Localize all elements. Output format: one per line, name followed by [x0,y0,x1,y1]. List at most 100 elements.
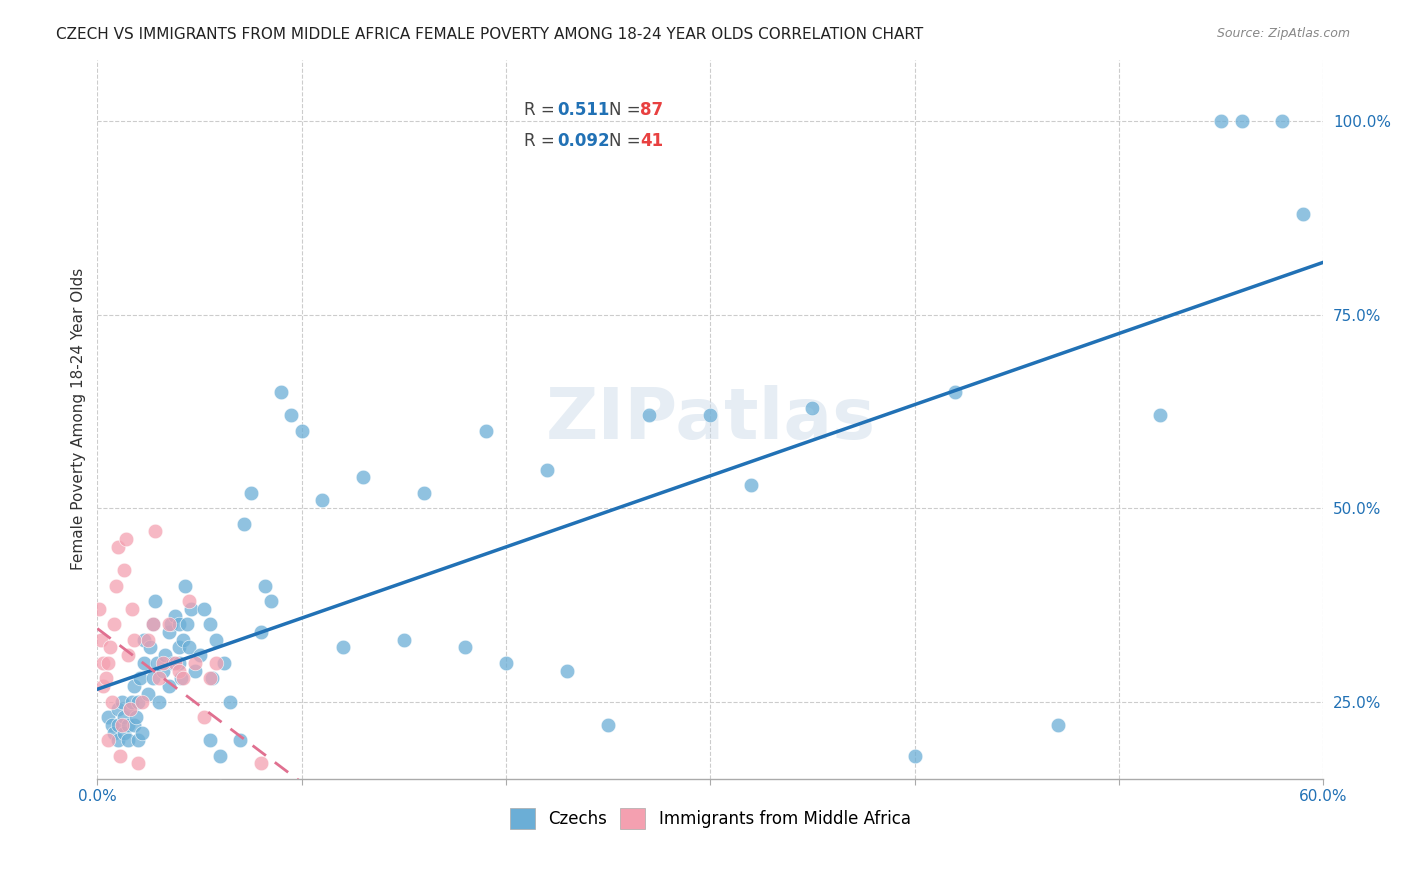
Point [134,632,156,647]
Point [172,672,194,686]
Point [352,470,374,484]
Point [555,664,578,678]
Text: R =: R = [524,102,560,120]
Point [180,601,202,615]
Point [163,609,186,624]
Point [127,756,149,771]
Text: N =: N = [609,102,645,120]
Point [121,695,143,709]
Point [157,679,180,693]
Point [131,725,153,739]
Point [179,640,201,655]
Text: N =: N = [609,131,645,150]
Point [1230,114,1253,128]
Point [145,656,167,670]
Point [162,656,184,670]
Point [495,656,517,670]
Point [107,702,129,716]
Point [107,718,129,732]
Text: 0.092: 0.092 [557,131,610,150]
Text: R =: R = [524,131,560,150]
Point [100,695,122,709]
Point [157,624,180,639]
Point [94,672,117,686]
Point [1292,207,1315,221]
Point [157,617,180,632]
Point [141,617,163,632]
Point [291,803,314,817]
Text: 87: 87 [641,102,664,120]
Point [184,656,207,670]
Point [536,462,558,476]
Point [291,424,314,438]
Point [193,710,215,724]
Point [167,640,190,655]
Text: 41: 41 [641,131,664,150]
Point [179,594,201,608]
Point [97,710,120,724]
Point [167,617,190,632]
Point [100,718,122,732]
Point [392,632,415,647]
Point [122,679,145,693]
Point [139,640,162,655]
Point [93,679,115,693]
Point [598,718,620,732]
Point [163,656,186,670]
Point [138,632,160,647]
Point [131,695,153,709]
Y-axis label: Female Poverty Among 18-24 Year Olds: Female Poverty Among 18-24 Year Olds [72,268,86,570]
Point [474,424,496,438]
Text: ZIPatlas: ZIPatlas [546,384,876,454]
Point [740,478,762,492]
Point [205,632,228,647]
Point [208,748,231,763]
Point [229,733,252,747]
Point [152,664,174,678]
Point [111,695,134,709]
Point [219,795,242,809]
Point [118,702,141,716]
Point [801,401,824,415]
Point [253,578,276,592]
Point [97,656,120,670]
Point [1046,718,1069,732]
Point [229,826,252,840]
Point [143,594,166,608]
Text: CZECH VS IMMIGRANTS FROM MIDDLE AFRICA FEMALE POVERTY AMONG 18-24 YEAR OLDS CORR: CZECH VS IMMIGRANTS FROM MIDDLE AFRICA F… [56,27,924,42]
Point [141,672,163,686]
Point [122,718,145,732]
Point [208,780,231,794]
Point [205,656,228,670]
Point [233,516,256,531]
Point [167,656,190,670]
Point [121,601,143,615]
Point [160,617,183,632]
Point [198,672,221,686]
Point [1149,409,1171,423]
Point [103,617,125,632]
Point [125,710,148,724]
Point [280,409,302,423]
Point [184,664,207,678]
Point [153,648,176,662]
Point [152,656,174,670]
Legend: Czechs, Immigrants from Middle Africa: Czechs, Immigrants from Middle Africa [503,802,918,835]
Point [212,656,235,670]
Point [148,695,170,709]
Point [115,532,138,546]
Point [174,578,197,592]
Point [260,594,283,608]
Point [97,733,120,747]
Point [148,672,170,686]
Text: Source: ZipAtlas.com: Source: ZipAtlas.com [1216,27,1350,40]
Point [117,733,139,747]
Point [129,672,152,686]
Point [176,617,198,632]
Point [117,718,139,732]
Point [107,733,129,747]
Point [98,640,121,655]
Point [93,656,115,670]
Point [172,632,194,647]
Point [945,385,967,400]
